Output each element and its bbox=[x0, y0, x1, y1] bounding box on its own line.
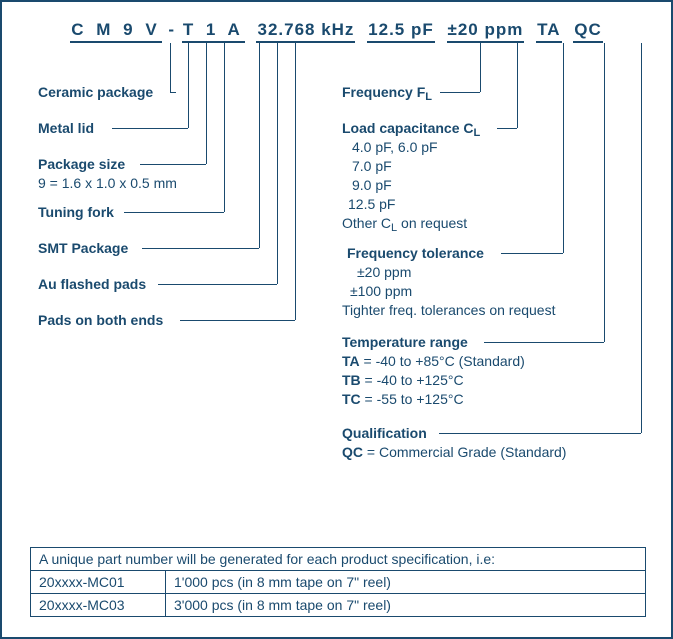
label-temp-tb-b: TB bbox=[342, 372, 361, 388]
label-qual-qc-b: QC bbox=[342, 444, 363, 460]
pn-seg-freq: 32.768 kHz bbox=[256, 20, 355, 43]
label-smt: SMT Package bbox=[38, 240, 128, 256]
lead-v-pkgsize bbox=[206, 43, 207, 164]
pn-seg-t1a: T 1 A bbox=[182, 20, 245, 43]
label-temp-tb: TB = -40 to +125°C bbox=[342, 372, 464, 388]
label-freq-sub: L bbox=[425, 91, 432, 103]
label-ceramic: Ceramic package bbox=[38, 84, 153, 100]
label-freq-hdr-text: Frequency F bbox=[342, 84, 425, 100]
lead-v-freq bbox=[480, 43, 481, 92]
label-cap-opt-0: 4.0 pF, 6.0 pF bbox=[352, 139, 438, 155]
label-pads: Pads on both ends bbox=[38, 312, 163, 328]
pn-seg-temp: TA bbox=[536, 20, 561, 43]
lead-h-smt bbox=[142, 248, 259, 249]
label-temp-ta-t: = -40 to +85°C (Standard) bbox=[360, 353, 525, 369]
lead-h-metal bbox=[112, 128, 188, 129]
lead-h-pkgsize bbox=[140, 164, 206, 165]
label-qual-qc: QC = Commercial Grade (Standard) bbox=[342, 444, 566, 460]
pn-seg-tol: ±20 ppm bbox=[447, 20, 525, 43]
pn-dash: - bbox=[168, 20, 175, 39]
label-cap-other-b: on request bbox=[397, 215, 467, 231]
table-cell-pn: 20xxxx-MC01 bbox=[31, 571, 166, 594]
table-cell-pn: 20xxxx-MC03 bbox=[31, 594, 166, 617]
label-temp-ta-b: TA bbox=[342, 353, 360, 369]
label-temp-tc: TC = -55 to +125°C bbox=[342, 391, 464, 407]
lead-v-qual bbox=[641, 43, 642, 433]
label-temp-tb-t: = -40 to +125°C bbox=[361, 372, 464, 388]
label-cap-opt-2: 9.0 pF bbox=[352, 177, 392, 193]
lead-v-metal bbox=[188, 43, 189, 128]
label-cap-other: Other CL on request bbox=[342, 215, 467, 231]
lead-h-qual bbox=[439, 433, 641, 434]
pn-seg-cap: 12.5 pF bbox=[367, 20, 435, 43]
label-au: Au flashed pads bbox=[38, 276, 146, 292]
part-number-table: A unique part number will be generated f… bbox=[30, 547, 646, 617]
label-metal: Metal lid bbox=[38, 120, 94, 136]
label-cap-other-sub: L bbox=[391, 222, 397, 234]
part-number-row: C M 9 V - T 1 A 32.768 kHz 12.5 pF ±20 p… bbox=[2, 20, 671, 43]
label-cap-opt-3: 12.5 pF bbox=[348, 196, 395, 212]
lead-h-cap bbox=[497, 128, 517, 129]
label-temp-tc-t: = -55 to +125°C bbox=[361, 391, 464, 407]
diagram-frame: C M 9 V - T 1 A 32.768 kHz 12.5 pF ±20 p… bbox=[0, 0, 673, 639]
lead-h-temp bbox=[484, 342, 604, 343]
lead-v-fork bbox=[224, 43, 225, 212]
label-tol-opt-0: ±20 ppm bbox=[357, 264, 411, 280]
lead-h-tol bbox=[501, 253, 563, 254]
label-cap-hdr: Load capacitance CL bbox=[342, 120, 480, 136]
label-qual-hdr: Qualification bbox=[342, 425, 427, 441]
pn-seg-cm9v: C M 9 V bbox=[70, 20, 161, 43]
table-cell-desc: 1'000 pcs (in 8 mm tape on 7" reel) bbox=[166, 571, 646, 594]
lead-h-freq bbox=[440, 92, 480, 93]
label-tol-opt-1: ±100 ppm bbox=[350, 283, 412, 299]
lead-h-pads bbox=[180, 320, 295, 321]
label-temp-hdr: Temperature range bbox=[342, 334, 468, 350]
lead-v-temp bbox=[604, 43, 605, 342]
lead-v-ceramic bbox=[170, 43, 171, 92]
table-cell-desc: 3'000 pcs (in 8 mm tape on 7" reel) bbox=[166, 594, 646, 617]
label-cap-sub: L bbox=[474, 127, 481, 139]
lead-v-au bbox=[277, 43, 278, 284]
label-temp-ta: TA = -40 to +85°C (Standard) bbox=[342, 353, 525, 369]
lead-v-pads bbox=[295, 43, 296, 320]
table-row: 20xxxx-MC03 3'000 pcs (in 8 mm tape on 7… bbox=[31, 594, 646, 617]
label-pkgsize-detail: 9 = 1.6 x 1.0 x 0.5 mm bbox=[38, 175, 177, 191]
label-cap-other-a: Other C bbox=[342, 215, 391, 231]
label-cap-opt-1: 7.0 pF bbox=[352, 158, 392, 174]
label-fork: Tuning fork bbox=[38, 204, 114, 220]
label-tol-opt-2: Tighter freq. tolerances on request bbox=[342, 302, 556, 318]
lead-h-ceramic bbox=[170, 92, 176, 93]
table-row: 20xxxx-MC01 1'000 pcs (in 8 mm tape on 7… bbox=[31, 571, 646, 594]
table-header: A unique part number will be generated f… bbox=[31, 548, 646, 571]
lead-h-fork bbox=[124, 212, 224, 213]
lead-v-cap bbox=[517, 43, 518, 128]
label-temp-tc-b: TC bbox=[342, 391, 361, 407]
label-pkgsize: Package size bbox=[38, 156, 125, 172]
lead-h-au bbox=[158, 284, 277, 285]
pn-seg-qual: QC bbox=[573, 20, 603, 43]
label-freq-hdr: Frequency FL bbox=[342, 84, 432, 100]
label-cap-hdr-text: Load capacitance C bbox=[342, 120, 474, 136]
label-qual-qc-t: = Commercial Grade (Standard) bbox=[363, 444, 566, 460]
lead-v-tol bbox=[563, 43, 564, 253]
label-tol-hdr: Frequency tolerance bbox=[347, 245, 484, 261]
lead-v-smt bbox=[259, 43, 260, 248]
